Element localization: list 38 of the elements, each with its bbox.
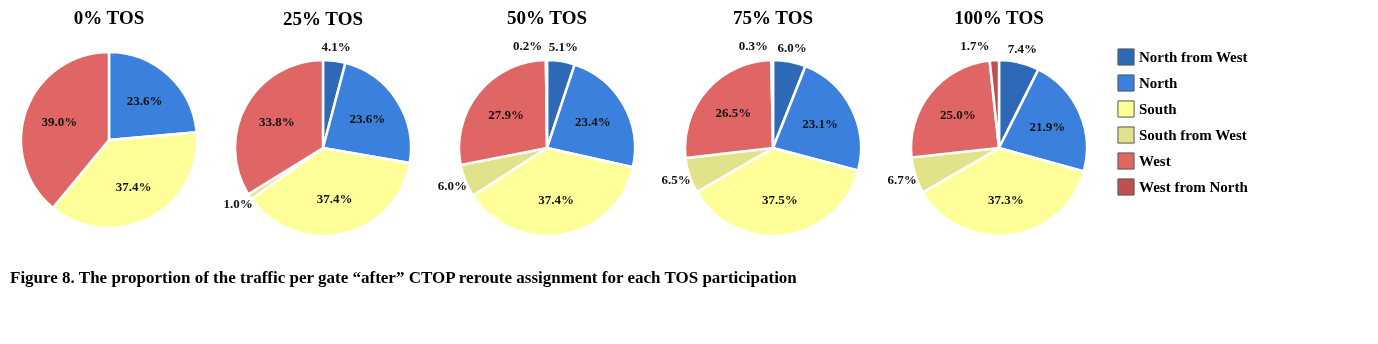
data-label: 6.0% [777, 39, 807, 55]
caption: Figure 8. The proportion of the traffic per gate “after” CTOP reroute assignment for each TOS participation [10, 268, 798, 288]
data-label: 39.0% [41, 114, 78, 130]
chart-title: 50% TOS [506, 7, 588, 28]
data-label: 23.4% [575, 113, 611, 129]
data-label: 6.5% [661, 172, 691, 188]
data-label: 0.2% [513, 38, 543, 53]
data-label: 37.4% [316, 191, 353, 207]
chart-title: 100% TOS [954, 7, 1044, 29]
data-label: 1.7% [960, 38, 990, 54]
chart-title: 25% TOS [282, 7, 364, 29]
data-label: 23.1% [802, 116, 839, 132]
data-label: 23.6% [126, 93, 163, 109]
legend-label: West [1139, 153, 1171, 169]
legend-label: South from West [1139, 127, 1247, 143]
data-label: 0.3% [738, 38, 769, 53]
legend-label: South [1139, 101, 1178, 117]
chart-title: 75% TOS [732, 7, 814, 28]
data-label: 7.4% [1007, 40, 1038, 56]
data-label: 23.6% [349, 111, 386, 127]
data-label: 26.5% [715, 105, 752, 121]
data-label: 37.5% [762, 192, 798, 208]
data-label: 27.9% [488, 106, 524, 122]
data-label: 4.1% [321, 38, 351, 54]
data-label: 25.0% [940, 106, 976, 122]
legend-label: North from West [1139, 49, 1248, 65]
chart-title: 0% TOS [73, 7, 145, 28]
data-label: 37.3% [987, 192, 1024, 208]
data-label: 37.4% [538, 191, 575, 207]
data-label: 37.4% [115, 178, 152, 194]
legend-label: West from North [1139, 179, 1249, 195]
data-label: 21.9% [1029, 118, 1066, 134]
data-label: 5.1% [548, 39, 578, 55]
data-label: 6.7% [887, 171, 917, 187]
legend-label: North [1139, 75, 1178, 91]
data-label: 1.0% [223, 196, 253, 212]
data-label: 6.0% [437, 178, 468, 194]
data-label: 33.8% [258, 114, 295, 130]
